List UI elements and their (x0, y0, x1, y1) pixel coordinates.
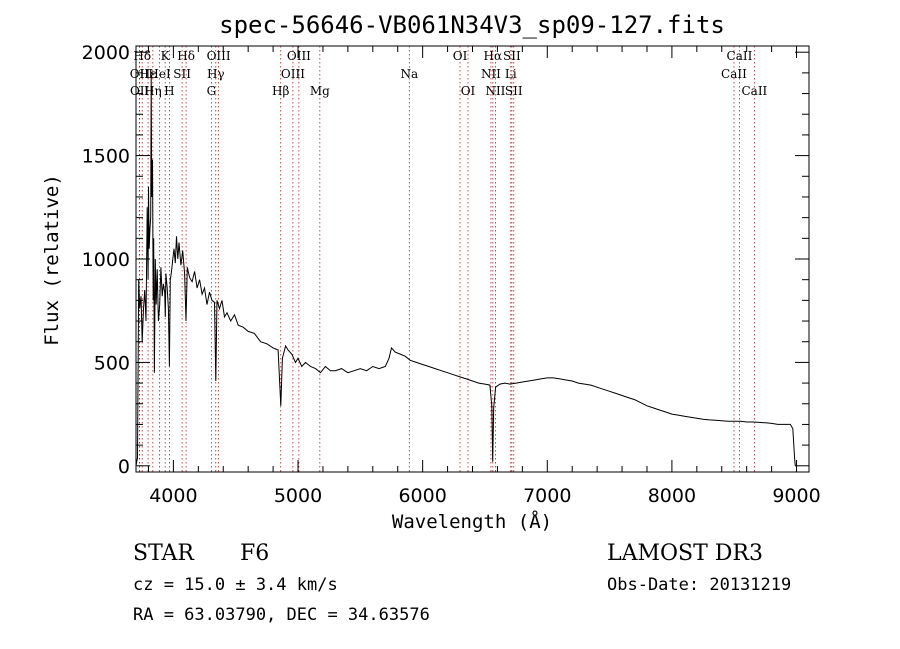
y-tick-label: 500 (94, 352, 130, 374)
line-label-sii: SII (173, 67, 191, 81)
line-label-hβ: Hβ (272, 84, 289, 98)
redshift-text: cz = 15.0 ± 3.4 km/s (133, 575, 338, 595)
line-label-sii: SII (505, 84, 523, 98)
x-tick-label: 5000 (274, 485, 322, 507)
radec-text: RA = 63.03790, DEC = 34.63576 (133, 605, 430, 625)
line-label-hγ: Hγ (207, 67, 225, 81)
x-tick-label: 4000 (149, 485, 197, 507)
line-label-oiii: OIII (207, 49, 231, 63)
line-label-nii: NII (481, 67, 501, 81)
line-label-hei: HeI (148, 67, 171, 81)
line-label-hη: Hη (144, 84, 162, 98)
line-label-sii: SII (503, 49, 521, 63)
x-tick-label: 7000 (523, 485, 571, 507)
line-label-na: Na (400, 67, 418, 81)
y-tick-label: 1000 (82, 249, 130, 271)
x-tick-label: 9000 (772, 485, 820, 507)
line-label-caii: CaII (721, 67, 747, 81)
line-label-hδ: Hδ (177, 49, 195, 63)
y-tick-label: 2000 (82, 42, 130, 64)
y-tick-label: 1500 (82, 146, 130, 168)
chart-title: spec-56646-VB061N34V3_sp09-127.fits (219, 11, 725, 39)
line-label-oiii: OIII (287, 49, 311, 63)
object-subclass: F6 (240, 541, 269, 566)
axis-ticks: 4000 5000 6000 7000 8000 9000 0 500 1000 1500 2000 (82, 42, 821, 507)
y-axis-label: Flux (relative) (41, 174, 63, 346)
x-axis-label: Wavelength (Å) (392, 510, 552, 533)
x-tick-label: 6000 (398, 485, 446, 507)
line-label-hε: Hε (140, 67, 157, 81)
line-label-oii: OII (130, 84, 150, 98)
survey-name: LAMOST DR3 (607, 541, 763, 566)
line-label-h: H (164, 84, 174, 98)
emission-line-markers (138, 46, 755, 472)
line-label-g: G (207, 84, 217, 98)
line-label-k: K (161, 49, 171, 63)
line-label-hα: Hα (484, 49, 503, 63)
plot-frame (135, 45, 810, 473)
line-label-mg: Mg (310, 84, 330, 98)
line-label-nii: NII (485, 84, 505, 98)
object-class: STAR (133, 541, 195, 566)
line-label-oii: OII (130, 67, 150, 81)
line-label-caii: CaII (727, 49, 753, 63)
flux-series-line (135, 74, 796, 466)
obs-date-text: Obs-Date: 20131219 (607, 575, 791, 595)
y-tick-label: 0 (118, 456, 130, 478)
line-label-caii: CaII (741, 84, 767, 98)
x-tick-label: 8000 (648, 485, 696, 507)
line-label-oi: OI (453, 49, 468, 63)
line-label-oi: OI (461, 84, 476, 98)
line-label-li: Li (505, 67, 517, 81)
line-label-oiii: OIII (281, 67, 305, 81)
